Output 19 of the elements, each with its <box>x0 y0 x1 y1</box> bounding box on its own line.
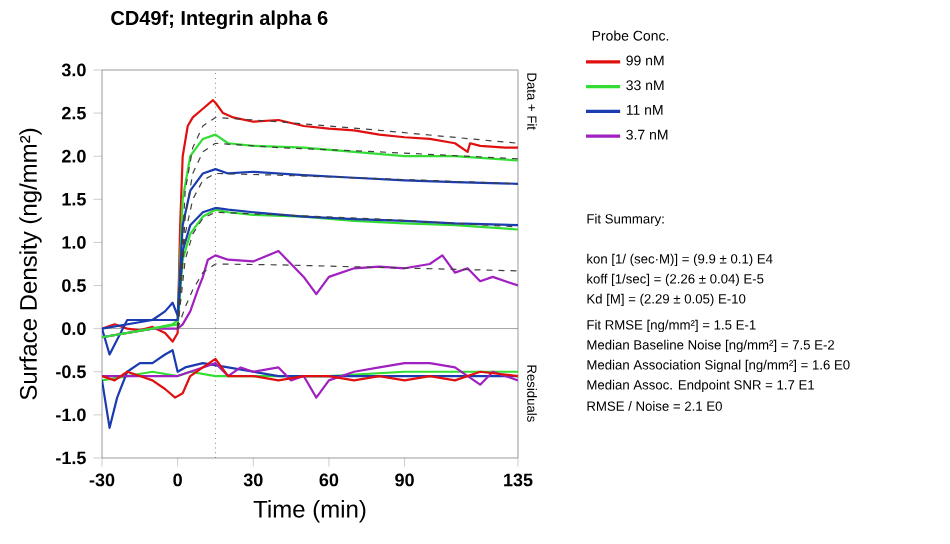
y-tick-label: -0.5 <box>56 365 86 379</box>
x-tick-label: 30 <box>243 473 263 487</box>
chart-title: CD49f; Integrin alpha 6 <box>111 10 328 30</box>
x-tick-label: 135 <box>504 473 533 487</box>
y-tick-label: 0.5 <box>62 279 86 292</box>
y-tick-label: 2.0 <box>62 149 86 163</box>
y-tick-label: 1.0 <box>62 236 86 249</box>
y-tick-label: 0.0 <box>62 322 86 336</box>
x-axis-title: Time (min) <box>253 500 366 523</box>
x-tick-label: 60 <box>319 473 339 487</box>
x-tick-label: 0 <box>173 473 182 487</box>
x-tick-label: 90 <box>395 473 414 487</box>
y-tick-label: -1.0 <box>56 408 86 422</box>
y-axis-title: Surface Density (ng/mm²) <box>19 128 42 400</box>
y-tick-label: 3.0 <box>61 63 86 77</box>
y-tick-label: 2.5 <box>62 106 86 120</box>
y-tick-label: 1.5 <box>62 193 86 206</box>
x-tick-label: -30 <box>89 473 115 487</box>
y-tick-label: -1.5 <box>56 451 86 465</box>
